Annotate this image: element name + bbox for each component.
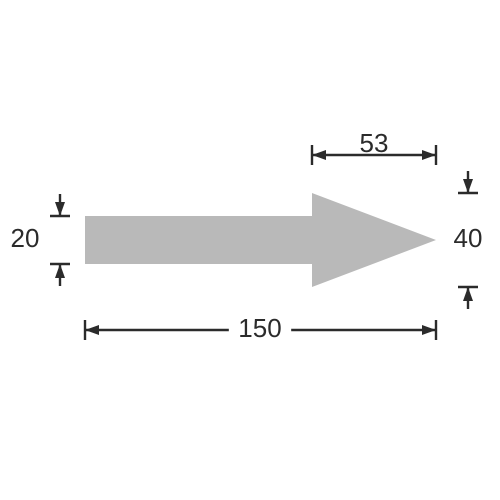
dim-head-height-value: 40 <box>454 223 483 253</box>
arrow-part <box>85 193 436 287</box>
dim-shaft-height-value: 20 <box>11 223 40 253</box>
dim-head-height: 40 <box>454 171 483 309</box>
dim-total-length: 150 <box>85 313 436 347</box>
dim-total-length-value: 150 <box>238 313 281 343</box>
dim-shaft-height: 20 <box>11 194 70 286</box>
dim-head-length-value: 53 <box>360 128 389 158</box>
drawing-canvas: 53 150 20 40 <box>0 0 500 500</box>
technical-drawing: 53 150 20 40 <box>0 0 500 500</box>
dim-head-length: 53 <box>312 128 436 165</box>
